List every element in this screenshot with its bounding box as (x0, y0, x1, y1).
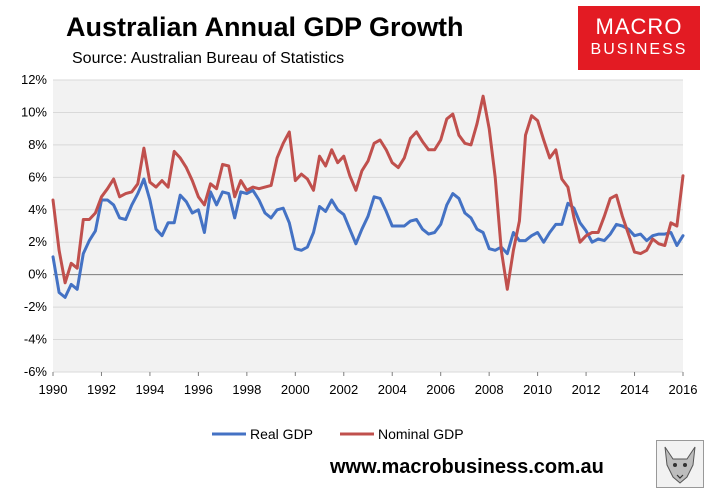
x-tick-label: 2016 (669, 382, 698, 397)
y-tick-label: -4% (24, 332, 48, 347)
y-tick-label: 4% (28, 202, 47, 217)
y-tick-label: -2% (24, 299, 48, 314)
x-tick-label: 2012 (572, 382, 601, 397)
chart-subtitle: Source: Australian Bureau of Statistics (72, 50, 345, 67)
plot-area (53, 80, 683, 372)
y-tick-label: 6% (28, 169, 47, 184)
chart-title: Australian Annual GDP Growth (66, 12, 464, 42)
real-gdp-legend-label: Real GDP (250, 426, 313, 442)
y-tick-label: 0% (28, 267, 47, 282)
real-gdp-line (51, 177, 685, 299)
logo-line-2: BUSINESS (590, 41, 688, 58)
x-tick-label: 2010 (523, 382, 552, 397)
x-tick-label: 1996 (184, 382, 213, 397)
x-tick-label: 1992 (87, 382, 116, 397)
x-tick-label: 2002 (329, 382, 358, 397)
x-axis-ticks: 1990 1992 1994 1996 1998 2000 2002 2004 2006 2008… (39, 372, 698, 397)
x-tick-label: 2006 (426, 382, 455, 397)
x-tick-label: 1998 (232, 382, 261, 397)
x-tick-label: 2014 (620, 382, 649, 397)
x-tick-label: 1990 (39, 382, 68, 397)
x-tick-label: 2004 (378, 382, 407, 397)
logo-line-1: MACRO (595, 14, 683, 39)
macrobusiness-logo: MACRO BUSINESS (578, 6, 700, 70)
y-tick-label: 12% (21, 72, 47, 87)
nominal-gdp-line (51, 94, 685, 291)
wolf-icon (656, 440, 704, 488)
series-lines (51, 94, 685, 299)
x-tick-label: 2008 (475, 382, 504, 397)
gridlines (53, 79, 683, 373)
y-tick-label: 2% (28, 234, 47, 249)
website-url[interactable]: www.macrobusiness.com.au (330, 456, 604, 478)
x-tick-label: 2000 (281, 382, 310, 397)
y-tick-label: 8% (28, 137, 47, 152)
x-tick-label: 1994 (135, 382, 164, 397)
y-tick-label: 10% (21, 104, 47, 119)
y-tick-label: -6% (24, 364, 48, 379)
legend: Real GDP Nominal GDP (212, 426, 464, 442)
y-axis-ticks: -6% -4% -2% 0% 2% 4% 6% 8% 10% 12% (21, 72, 47, 379)
nominal-gdp-legend-label: Nominal GDP (378, 426, 464, 442)
